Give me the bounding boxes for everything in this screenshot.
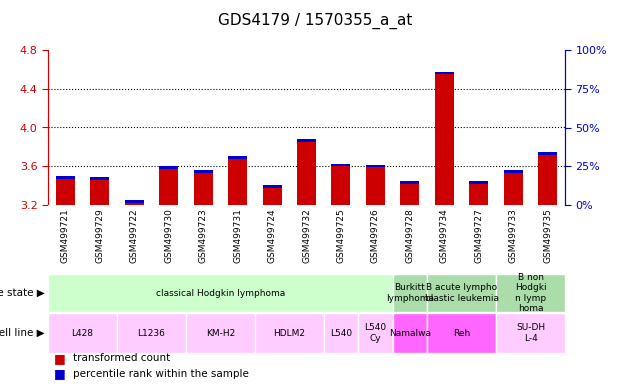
Bar [504,170,523,173]
Text: GSM499734: GSM499734 [440,209,449,263]
Text: GSM499731: GSM499731 [233,209,242,263]
Text: L1236: L1236 [137,328,165,338]
Bar [193,173,212,205]
Bar [56,176,75,179]
Bar [125,200,144,203]
Bar [193,170,212,173]
Text: B acute lympho
blastic leukemia: B acute lympho blastic leukemia [425,283,498,303]
Bar [228,159,247,205]
Bar [427,313,496,353]
Bar [496,313,565,353]
Bar [401,181,420,184]
Text: L540
Cy: L540 Cy [364,323,386,343]
Bar [504,173,523,205]
Bar [324,313,358,353]
Text: GSM499732: GSM499732 [302,209,311,263]
Text: GSM499721: GSM499721 [60,209,70,263]
Text: HDLM2: HDLM2 [273,328,306,338]
Text: B non
Hodgki
n lymp
homa: B non Hodgki n lymp homa [515,273,546,313]
Text: SU-DH
L-4: SU-DH L-4 [516,323,545,343]
Bar [496,274,565,312]
Bar [331,166,350,205]
Text: GDS4179 / 1570355_a_at: GDS4179 / 1570355_a_at [218,13,412,29]
Text: Namalwa: Namalwa [389,328,431,338]
Text: GSM499730: GSM499730 [164,209,173,263]
Bar [186,313,255,353]
Text: L428: L428 [71,328,93,338]
Text: GSM499725: GSM499725 [336,209,345,263]
Text: GSM499727: GSM499727 [474,209,483,263]
Bar [401,184,420,205]
Bar [358,313,392,353]
Text: ■: ■ [54,367,66,380]
Text: GSM499726: GSM499726 [371,209,380,263]
Bar [159,169,178,205]
Bar [435,74,454,205]
Bar [297,142,316,205]
Bar [297,139,316,142]
Bar [48,313,117,353]
Text: KM-H2: KM-H2 [206,328,235,338]
Bar [117,313,186,353]
Bar [48,274,392,312]
Bar [366,164,385,167]
Bar [263,185,282,187]
Bar [331,164,350,166]
Text: percentile rank within the sample: percentile rank within the sample [73,369,249,379]
Text: GSM499729: GSM499729 [95,209,104,263]
Bar [366,167,385,205]
Bar [56,179,75,205]
Bar [90,180,109,205]
Bar [435,71,454,74]
Text: classical Hodgkin lymphoma: classical Hodgkin lymphoma [156,288,285,298]
Text: transformed count: transformed count [73,353,171,363]
Text: GSM499722: GSM499722 [130,209,139,263]
Bar [90,177,109,180]
Text: L540: L540 [330,328,352,338]
Bar [392,313,427,353]
Bar [469,181,488,184]
Bar [469,184,488,205]
Text: disease state ▶: disease state ▶ [0,288,45,298]
Text: GSM499733: GSM499733 [509,209,518,263]
Bar [392,274,427,312]
Text: Reh: Reh [453,328,470,338]
Text: GSM499728: GSM499728 [405,209,415,263]
Bar [538,155,558,205]
Bar [125,203,144,205]
Text: GSM499735: GSM499735 [543,209,553,263]
Text: GSM499723: GSM499723 [198,209,208,263]
Bar [263,187,282,205]
Text: cell line ▶: cell line ▶ [0,328,45,338]
Bar [538,152,558,155]
Bar [427,274,496,312]
Bar [159,166,178,169]
Text: Burkitt
lymphoma: Burkitt lymphoma [386,283,434,303]
Bar [255,313,324,353]
Text: ■: ■ [54,352,66,365]
Text: GSM499724: GSM499724 [268,209,277,263]
Bar [228,156,247,159]
